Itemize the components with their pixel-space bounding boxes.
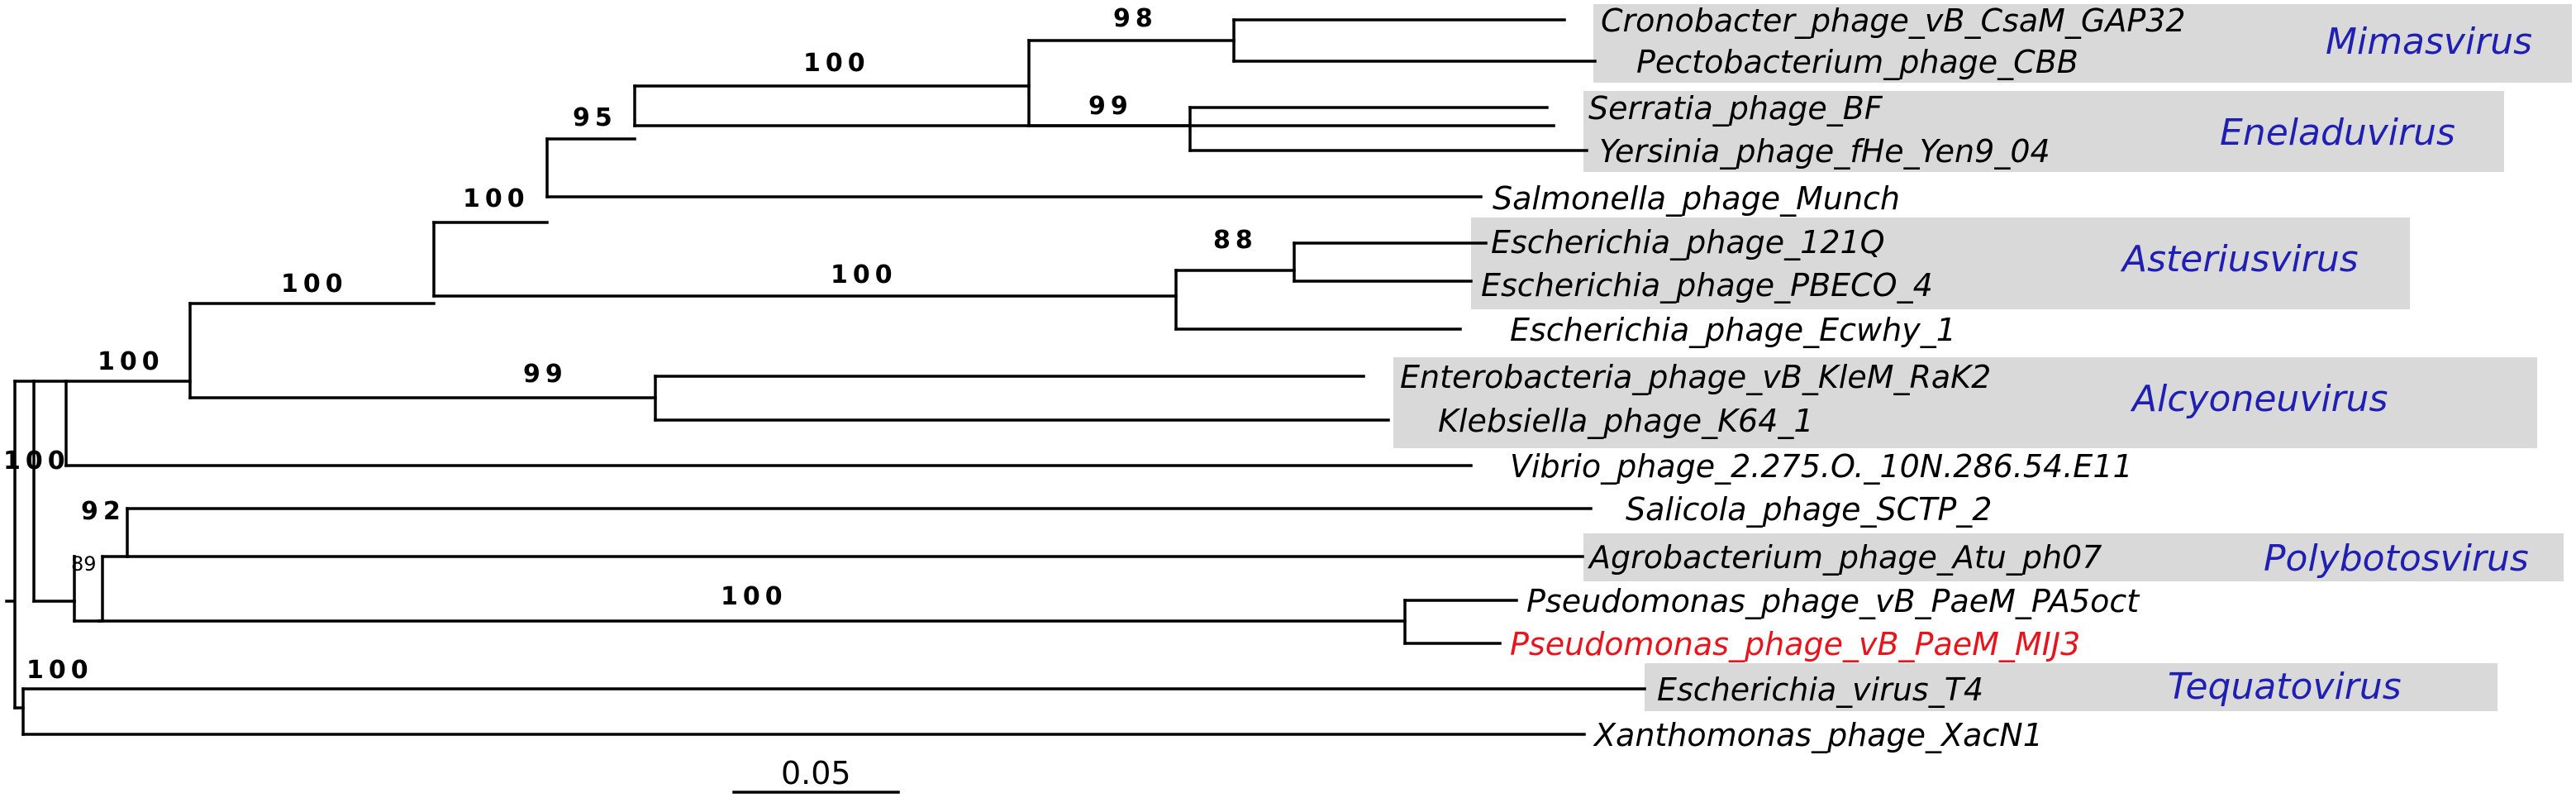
highlighted-leaf-label: Pseudomonas_phage_vB_PaeM_MIJ3 [1510,626,2080,662]
bootstrap-value: 100 [281,270,348,299]
leaf-label: Agrobacterium_phage_Atu_ph07 [1587,539,2102,576]
bootstrap-value: 95 [573,103,617,132]
leaf-label: Cronobacter_phage_vB_CsaM_GAP32 [1601,2,2186,39]
leaf-label: Yersinia_phage_fHe_Yen9_04 [1599,133,2050,170]
leaf-label: Pseudomonas_phage_vB_PaeM_PA5oct [1526,583,2140,619]
leaf-label: Salmonella_phage_Munch [1493,180,1900,217]
bootstrap-value: 92 [81,497,126,526]
tree-branches [5,18,1646,736]
leaf-label: Vibrio_phage_2.275.O._10N.286.54.E11 [1510,448,2133,485]
bootstrap-value: 99 [523,360,568,389]
genus-label: Eneladuvirus [2220,112,2455,154]
bootstrap-value: 100 [98,347,164,376]
leaf-label: Escherichia_phage_121Q [1491,224,1885,260]
genus-labels: Mimasvirus Eneladuvirus Asteriusvirus Al… [2120,21,2532,708]
leaf-label: Pectobacterium_phage_CBB [1636,44,2078,80]
genus-label: Alcyoneuvirus [2130,378,2388,420]
genus-label: Tequatovirus [2168,666,2402,708]
leaf-label: Klebsiella_phage_K64_1 [1438,403,1814,439]
bootstrap-labels: 98 99 100 95 88 100 99 100 100 100 100 9… [3,4,1258,685]
genus-label: Asteriusvirus [2120,238,2359,280]
leaf-label: Enterobacteria_phage_vB_KleM_RaK2 [1400,359,1991,395]
genus-label: Polybotosvirus [2264,538,2529,580]
bootstrap-value: 100 [3,447,70,475]
genus-box-eneladuvirus [1583,91,2504,172]
leaf-labels: Cronobacter_phage_vB_CsaM_GAP32 Pectobac… [1400,2,2186,753]
bootstrap-value: 100 [463,184,530,213]
leaf-label: Escherichia_virus_T4 [1657,671,1983,708]
genus-box-mimasvirus [1593,4,2572,83]
bootstrap-value: 100 [803,49,870,78]
genus-box-alcyoneuvirus [1393,357,2537,448]
leaf-label: Xanthomonas_phage_XacN1 [1593,717,2043,753]
scale-bar-label: 0.05 [781,755,851,791]
bootstrap-value: 89 [71,552,97,576]
bootstrap-value: 98 [1113,4,1158,33]
bootstrap-value: 100 [831,260,898,289]
leaf-label: Serratia_phage_BF [1588,90,1883,127]
genus-box-polybotosvirus [1583,533,2564,581]
leaf-label: Escherichia_phage_Ecwhy_1 [1510,312,1956,348]
bootstrap-value: 100 [721,582,788,611]
genus-label: Mimasvirus [2326,21,2532,63]
bootstrap-value: 100 [26,656,93,685]
bootstrap-value: 88 [1213,226,1258,255]
leaf-label: Escherichia_phage_PBECO_4 [1481,267,1933,303]
bootstrap-value: 99 [1088,92,1133,121]
scale-bar: 0.05 [732,755,900,794]
genus-box-asteriusvirus [1471,217,2410,309]
leaf-label: Salicola_phage_SCTP_2 [1626,491,1992,528]
genus-box-tequatovirus [1645,663,2497,711]
